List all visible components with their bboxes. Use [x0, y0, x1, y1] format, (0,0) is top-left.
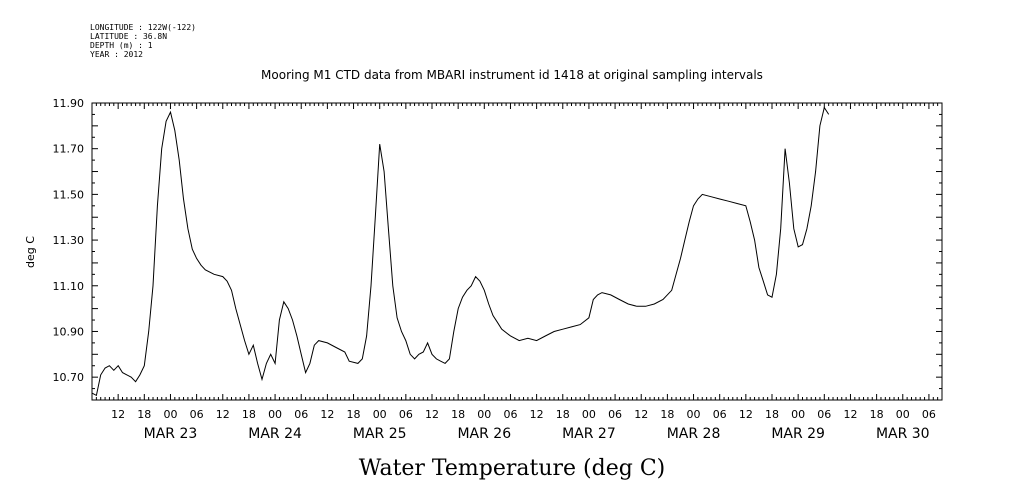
- x-hour-label: 06: [399, 408, 413, 421]
- series-line: [91, 106, 830, 397]
- header-latitude: LATITUDE : 36.8N: [90, 32, 167, 41]
- x-day-label: MAR 28: [667, 426, 721, 442]
- x-hour-label: 12: [320, 408, 334, 421]
- x-hour-label: 18: [870, 408, 884, 421]
- x-hour-label: 12: [425, 408, 439, 421]
- y-tick-label: 10.70: [53, 371, 85, 384]
- x-hour-label: 00: [896, 408, 910, 421]
- x-hour-label: 06: [503, 408, 517, 421]
- y-axis-label: deg C: [24, 236, 37, 268]
- header-depth: DEPTH (m) : 1: [90, 41, 153, 50]
- x-hour-label: 18: [242, 408, 256, 421]
- x-day-label: MAR 27: [562, 426, 616, 442]
- x-hour-label: 06: [713, 408, 727, 421]
- x-hour-label: 12: [530, 408, 544, 421]
- x-hour-label: 00: [687, 408, 701, 421]
- x-day-label: MAR 25: [353, 426, 407, 442]
- x-hour-label: 18: [137, 408, 151, 421]
- x-day-label: MAR 23: [144, 426, 198, 442]
- x-hour-label: 18: [347, 408, 361, 421]
- x-hour-label: 00: [477, 408, 491, 421]
- x-hour-label: 06: [294, 408, 308, 421]
- x-hour-label: 06: [190, 408, 204, 421]
- y-tick-label: 11.10: [53, 280, 85, 293]
- y-tick-label: 11.30: [53, 234, 85, 247]
- x-hour-label: 00: [163, 408, 177, 421]
- header-year: YEAR : 2012: [90, 50, 143, 59]
- x-day-label: MAR 29: [771, 426, 825, 442]
- y-axis: 10.70 10.90 11.10 11.30 11.50 11.70 11.90: [53, 97, 942, 401]
- x-hour-label: 06: [817, 408, 831, 421]
- y-tick-label: 10.90: [53, 325, 85, 338]
- x-hour-label: 12: [216, 408, 230, 421]
- x-hour-label: 12: [634, 408, 648, 421]
- x-hour-label: 12: [843, 408, 857, 421]
- plot-frame: [91, 102, 943, 401]
- x-day-label: MAR 24: [248, 426, 302, 442]
- x-hour-label: 06: [922, 408, 936, 421]
- x-hour-label: 06: [608, 408, 622, 421]
- x-hour-label: 00: [791, 408, 805, 421]
- x-day-label: MAR 26: [457, 426, 511, 442]
- x-hour-label: 18: [765, 408, 779, 421]
- x-day-label: MAR 30: [876, 426, 930, 442]
- y-tick-label: 11.70: [53, 143, 85, 156]
- x-hour-label: 00: [268, 408, 282, 421]
- x-hour-label: 12: [739, 408, 753, 421]
- x-hour-label: 18: [556, 408, 570, 421]
- x-hour-label: 18: [660, 408, 674, 421]
- x-hour-label: 00: [582, 408, 596, 421]
- x-axis-label: Water Temperature (deg C): [359, 456, 666, 481]
- y-tick-label: 11.50: [53, 188, 85, 201]
- x-axis: 12 18 00 06 12 18 00 06 12 18 00 06 12 18 00 06 12 18 00 06…: [91, 103, 943, 442]
- chart-title: Mooring M1 CTD data from MBARI instrumen…: [261, 68, 763, 82]
- x-hour-label: 18: [451, 408, 465, 421]
- header-longitude: LONGITUDE : 122W(-122): [90, 23, 196, 32]
- y-tick-label: 11.90: [53, 97, 85, 110]
- x-hour-label: 12: [111, 408, 125, 421]
- x-hour-label: 00: [373, 408, 387, 421]
